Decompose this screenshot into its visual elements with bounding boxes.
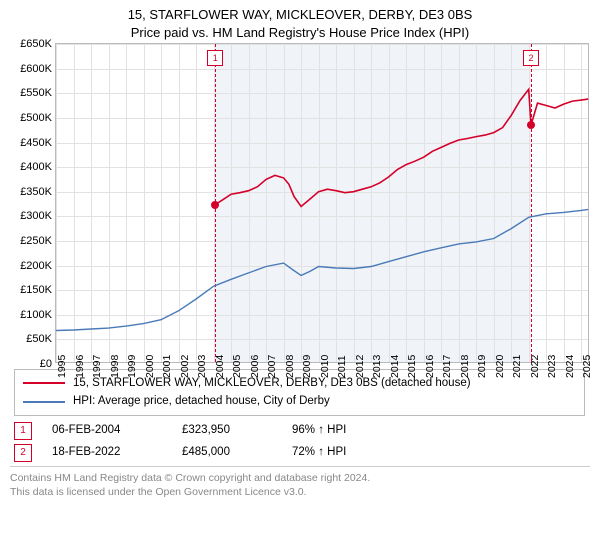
series-svg xyxy=(56,44,590,364)
ytick-label: £250K xyxy=(20,235,52,247)
title-line1: 15, STARFLOWER WAY, MICKLEOVER, DERBY, D… xyxy=(10,6,590,24)
chart-area: £0£50K£100K£150K£200K£250K£300K£350K£400… xyxy=(55,43,589,363)
ytick-label: £600K xyxy=(20,63,52,75)
footer-attribution: Contains HM Land Registry data © Crown c… xyxy=(10,466,590,499)
ytick-label: £0 xyxy=(40,358,52,370)
ytick-label: £200K xyxy=(20,260,52,272)
legend-swatch xyxy=(23,382,65,384)
event-date: 18-FEB-2022 xyxy=(52,442,162,464)
ytick-label: £300K xyxy=(20,210,52,222)
ytick-label: £100K xyxy=(20,309,52,321)
event-pct: 96% ↑ HPI xyxy=(292,420,402,442)
footer-line2: This data is licensed under the Open Gov… xyxy=(10,485,590,499)
event-pct: 72% ↑ HPI xyxy=(292,442,402,464)
events-table: 1 06-FEB-2004 £323,950 96% ↑ HPI 2 18-FEB-202… xyxy=(14,420,590,464)
legend-swatch xyxy=(23,401,65,403)
series-price_paid xyxy=(215,89,588,206)
ytick-label: £450K xyxy=(20,137,52,149)
ytick-label: £400K xyxy=(20,161,52,173)
event-date: 06-FEB-2004 xyxy=(52,420,162,442)
legend-label: HPI: Average price, detached house, City… xyxy=(73,392,330,410)
ytick-label: £350K xyxy=(20,186,52,198)
event-price: £485,000 xyxy=(182,442,272,464)
event-row: 1 06-FEB-2004 £323,950 96% ↑ HPI xyxy=(14,420,590,442)
footer-line1: Contains HM Land Registry data © Crown c… xyxy=(10,471,590,485)
event-row: 2 18-FEB-2022 £485,000 72% ↑ HPI xyxy=(14,442,590,464)
series-hpi xyxy=(56,209,588,330)
ytick-label: £500K xyxy=(20,112,52,124)
ytick-label: £650K xyxy=(20,38,52,50)
event-marker: 2 xyxy=(14,444,32,462)
event-marker: 1 xyxy=(14,422,32,440)
event-price: £323,950 xyxy=(182,420,272,442)
ytick-label: £150K xyxy=(20,284,52,296)
ytick-label: £550K xyxy=(20,87,52,99)
ytick-label: £50K xyxy=(26,333,52,345)
chart-title: 15, STARFLOWER WAY, MICKLEOVER, DERBY, D… xyxy=(10,6,590,41)
legend-row: HPI: Average price, detached house, City… xyxy=(23,392,576,410)
title-line2: Price paid vs. HM Land Registry's House … xyxy=(10,24,590,42)
